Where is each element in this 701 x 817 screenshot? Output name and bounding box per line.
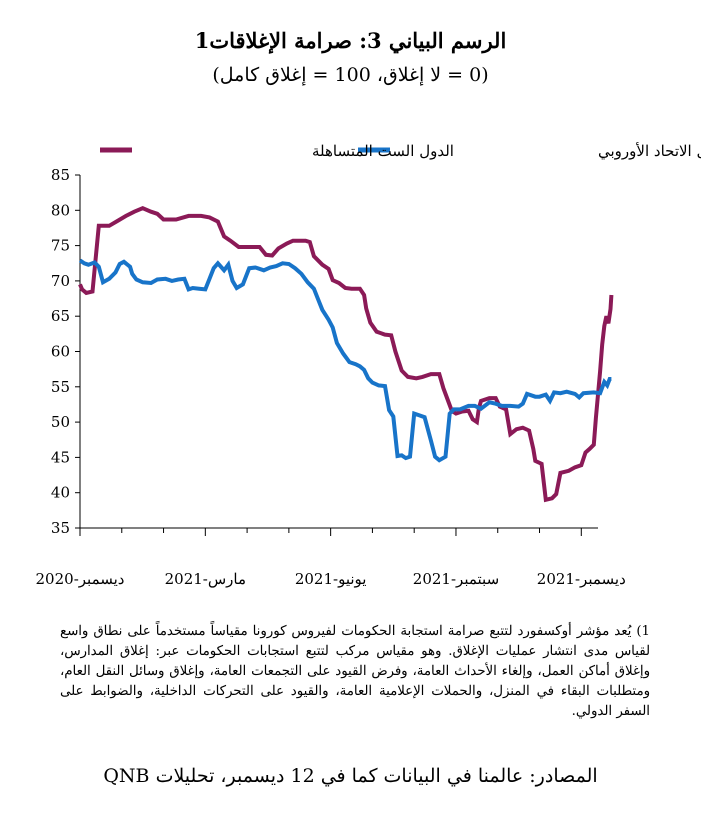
footnote: 1) يُعد مؤشر أوكسفورد لتتبع صرامة استجاب… [60, 624, 650, 719]
legend: بقية دول الاتحاد الأوروبي الدول الست الم… [100, 142, 701, 160]
y-tick-label: 80 [51, 201, 70, 219]
series-line-rest-eu [78, 258, 612, 463]
y-tick-label: 55 [51, 378, 70, 396]
y-tick-label: 85 [51, 166, 70, 184]
x-tick-label: ديسمبر-2021 [537, 570, 626, 588]
source-note: المصادر: عالمنا في البيانات كما في 12 دي… [103, 765, 598, 787]
x-tick-label: مارس-2021 [165, 570, 246, 588]
line-chart: بقية دول الاتحاد الأوروبي الدول الست الم… [36, 142, 701, 588]
x-tick-label: ديسمبر-2020 [36, 570, 125, 588]
x-tick-label: يونيو-2021 [295, 570, 367, 588]
series-layer [78, 206, 614, 503]
axes: 85 80 75 70 65 60 55 50 45 40 35 ديسمبر-2020 مارس-20… [36, 166, 626, 588]
legend-label-lax: الدول الست المتساهلة [312, 142, 454, 160]
y-tick-label: 60 [51, 343, 70, 361]
series-line-lax-six [78, 206, 614, 503]
y-tick-label: 45 [51, 448, 70, 466]
chart-title: الرسم البياني 3: صرامة الإغلاقات1 [194, 28, 507, 53]
y-tick-label: 65 [51, 307, 70, 325]
y-tick-label: 50 [51, 413, 70, 431]
y-tick-label: 70 [51, 272, 70, 290]
chart-subtitle: (0 = لا إغلاق، 100 = إغلاق كامل) [212, 64, 489, 86]
x-tick-label: سبتمبر-2021 [413, 570, 499, 588]
y-tick-label: 40 [51, 484, 70, 502]
legend-label-eu: بقية دول الاتحاد الأوروبي [598, 142, 701, 160]
y-tick-label: 75 [51, 237, 70, 255]
y-tick-label: 35 [51, 519, 70, 537]
